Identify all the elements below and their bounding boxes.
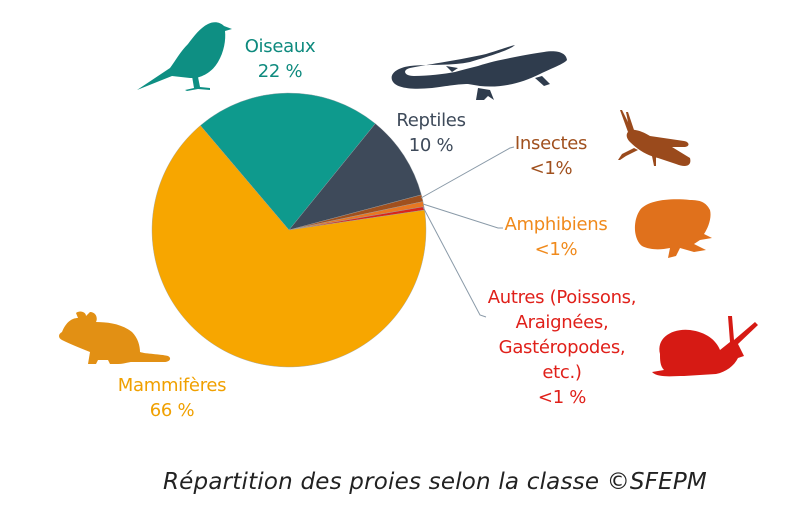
pie-slice-oiseaux: [200, 92, 376, 231]
leader-line-amphibiens: [422, 203, 503, 229]
pie-slice-mammiferes: [151, 125, 427, 368]
grasshopper-icon: [618, 110, 691, 166]
label-reptiles: Reptiles 10 %: [386, 108, 476, 158]
mouse-icon: [59, 311, 171, 364]
leader-line-autres: [422, 206, 487, 318]
label-oiseaux: Oiseaux 22 %: [240, 34, 320, 84]
pie-slices: [151, 92, 427, 368]
leader-line-insectes: [420, 146, 515, 199]
label-autres: Autres (Poissons, Araignées, Gastéropode…: [482, 285, 642, 410]
frog-icon: [634, 199, 712, 258]
label-oiseaux-pct: 22 %: [257, 61, 303, 82]
label-amphibiens-pct: <1%: [534, 239, 578, 260]
label-reptiles-name: Reptiles: [396, 110, 466, 131]
lizard-icon: [391, 45, 567, 100]
label-amphibiens-name: Amphibiens: [504, 214, 608, 235]
label-oiseaux-name: Oiseaux: [244, 36, 316, 57]
snail-icon: [652, 316, 758, 377]
label-autres-pct: <1 %: [537, 387, 587, 408]
label-mammiferes-name: Mammifères: [117, 375, 227, 396]
label-autres-line2: Araignées,: [515, 312, 609, 333]
label-mammiferes: Mammifères 66 %: [112, 373, 232, 423]
label-autres-line3: Gastéropodes,: [498, 337, 626, 358]
label-reptiles-pct: 10 %: [408, 135, 454, 156]
chart-caption: Répartition des proies selon la classe ©…: [163, 469, 707, 495]
bird-icon: [137, 22, 232, 91]
label-autres-line1: Autres (Poissons,: [487, 287, 637, 308]
label-insectes: Insectes <1%: [506, 131, 596, 181]
label-autres-line4: etc.): [542, 362, 582, 383]
label-mammiferes-pct: 66 %: [149, 400, 195, 421]
label-insectes-pct: <1%: [529, 158, 573, 179]
label-amphibiens: Amphibiens <1%: [496, 212, 616, 262]
leader-lines: [420, 146, 515, 318]
label-insectes-name: Insectes: [514, 133, 588, 154]
pie-slice-reptiles: [288, 123, 422, 231]
